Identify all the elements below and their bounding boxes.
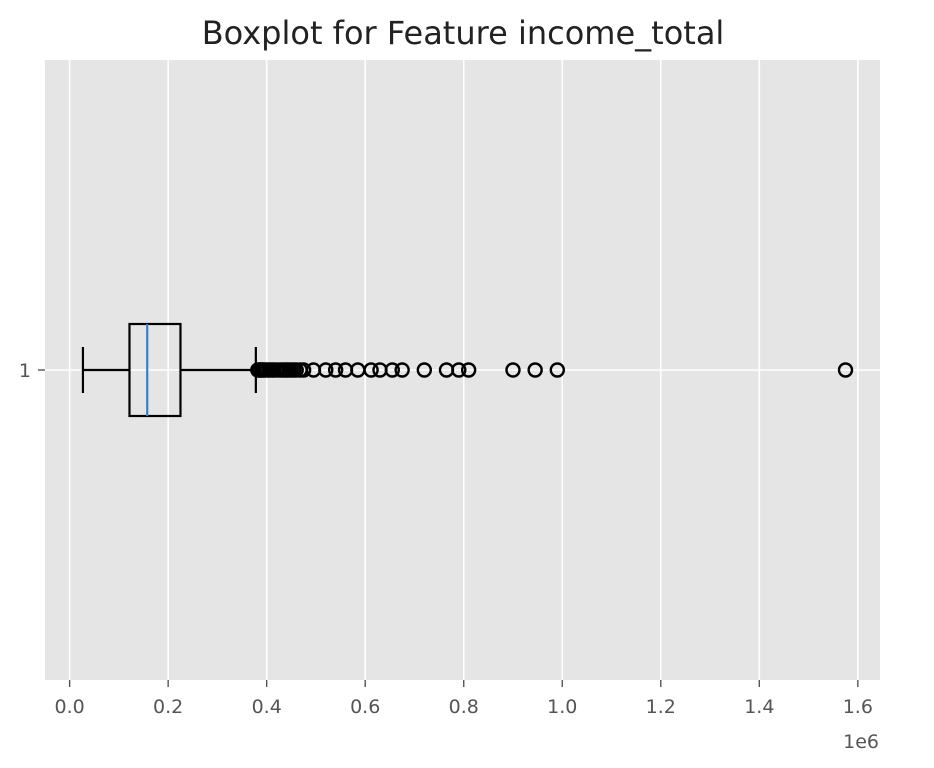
x-tick-label: 1.6 bbox=[843, 696, 873, 718]
x-tick-label: 0.0 bbox=[55, 696, 85, 718]
x-tick-label: 1.0 bbox=[547, 696, 577, 718]
flier-point bbox=[451, 362, 467, 378]
flier-point bbox=[505, 362, 521, 378]
flier-point bbox=[327, 362, 344, 378]
flier-point bbox=[460, 362, 477, 378]
flier-point bbox=[549, 362, 566, 378]
x-tick-label: 0.4 bbox=[252, 696, 282, 718]
x-tick-label: 0.6 bbox=[350, 696, 380, 718]
x-tick-label: 0.8 bbox=[449, 696, 479, 718]
flier-point bbox=[295, 362, 312, 378]
x-tick-label: 0.2 bbox=[153, 696, 183, 718]
flier-point bbox=[416, 362, 433, 378]
flier-point bbox=[394, 362, 410, 378]
y-axis: 1 bbox=[19, 360, 45, 382]
x-axis-offset-label: 1e6 bbox=[843, 731, 879, 753]
iqr-box bbox=[128, 322, 182, 418]
x-tick-label: 1.2 bbox=[646, 696, 676, 718]
y-tick-label: 1 bbox=[19, 360, 31, 382]
flier-point bbox=[527, 362, 543, 378]
x-tick-label: 1.4 bbox=[744, 696, 774, 718]
x-axis: 0.0 0.2 0.4 0.6 0.8 1.0 1.2 1.4 1.6 bbox=[55, 680, 873, 718]
flier-group bbox=[250, 362, 854, 378]
chart-title: Boxplot for Feature income_total bbox=[202, 14, 725, 52]
flier-point bbox=[837, 362, 854, 378]
flier-point bbox=[363, 362, 379, 378]
flier-point bbox=[384, 362, 401, 378]
flier-point bbox=[318, 362, 334, 378]
